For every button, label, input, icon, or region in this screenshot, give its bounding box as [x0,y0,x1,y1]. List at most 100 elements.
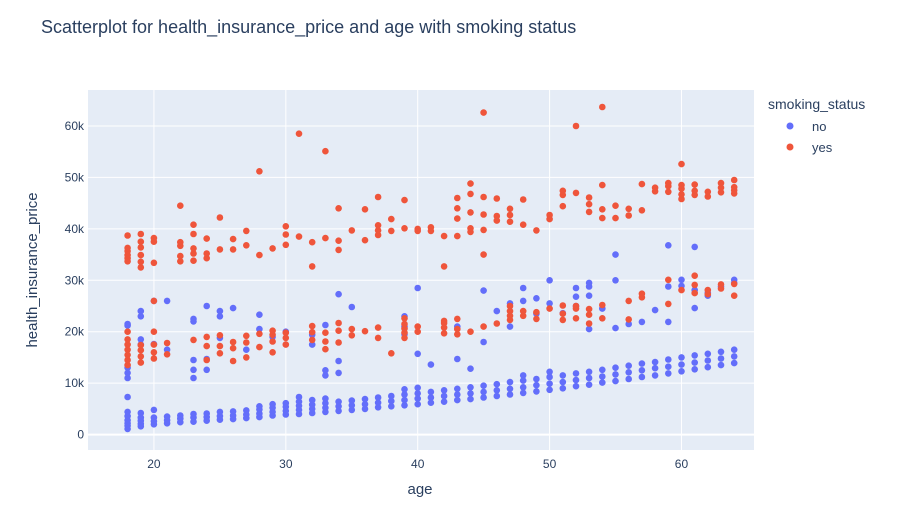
data-point-no [519,284,527,292]
data-point-yes [388,350,395,357]
data-point-yes [506,205,514,213]
data-point-yes [625,212,632,219]
data-point-no [599,379,606,386]
data-point-yes [190,230,197,238]
data-point-no [612,371,619,378]
data-point-yes [559,187,567,195]
data-point-no [322,367,329,374]
data-point-no [163,346,171,354]
data-point-no [124,393,131,401]
data-point-no [427,394,435,401]
data-point-yes [638,180,646,188]
data-point-yes [401,334,408,342]
data-point-yes [599,206,606,213]
data-point-yes [137,346,145,354]
data-point-no [348,303,356,311]
data-point-no [493,380,501,388]
data-point-yes [678,160,685,168]
data-point-yes [150,297,158,305]
data-point-yes [190,245,197,252]
data-point-no [203,366,210,374]
data-point-yes [493,217,501,224]
data-point-no [546,380,553,388]
data-point-yes [124,346,131,354]
data-point-yes [717,281,725,288]
data-point-yes [190,336,197,344]
data-point-no [665,363,672,371]
data-point-no [585,325,593,333]
data-point-no [572,284,580,292]
data-point-yes [651,184,659,191]
data-point-yes [150,355,158,362]
data-point-no [665,318,672,326]
data-point-no [519,377,527,384]
data-point-no [322,399,329,407]
data-point-yes [704,188,712,196]
data-point-yes [612,214,619,222]
data-point-yes [691,272,698,280]
data-point-no [585,279,593,287]
data-point-yes [691,187,698,195]
data-point-yes [414,225,422,233]
data-point-yes [730,183,738,191]
data-point-no [625,362,632,370]
data-point-no [388,397,395,405]
data-point-no [493,387,501,394]
data-point-no [256,325,263,333]
data-point-yes [533,308,540,316]
data-point-yes [150,341,158,348]
data-point-yes [533,315,540,323]
data-point-no [467,365,474,373]
series-no [124,242,738,433]
data-point-yes [440,317,448,325]
data-point-yes [374,231,382,239]
data-point-yes [559,316,567,324]
data-point-no [678,354,685,361]
data-point-no [374,404,382,411]
data-point-yes [203,250,210,257]
data-point-no [124,320,131,328]
data-point-yes [269,349,276,356]
data-point-no [414,350,422,358]
data-point-no [480,382,487,390]
data-point-no [295,393,303,401]
data-point-no [348,406,356,414]
data-point-no [427,399,435,407]
data-point-yes [137,244,145,251]
data-point-yes [190,221,197,228]
data-point-yes [190,250,197,257]
y-axis-ticks: 0 10k 20k 30k 40k 50k 60k [65,119,85,442]
data-point-yes [440,324,448,331]
data-point-no [137,409,145,417]
data-point-yes [256,251,263,259]
data-point-no [651,358,659,366]
data-point-yes [308,336,316,344]
data-point-yes [665,300,672,308]
data-point-yes [730,176,738,184]
data-point-yes [335,246,342,254]
data-point-no [308,341,316,348]
data-point-yes [678,191,685,198]
data-point-yes [519,307,527,315]
data-point-no [269,400,276,408]
data-point-yes [190,257,197,265]
data-point-no [519,372,527,379]
data-point-no [322,395,329,402]
data-point-yes [625,316,632,323]
data-point-no [572,370,580,377]
data-point-yes [203,342,210,350]
data-point-yes [282,329,290,337]
data-point-no [401,396,408,404]
data-point-no [533,381,540,389]
y-tick-label: 60k [65,119,85,133]
legend-marker-yes [786,143,794,151]
data-point-no [665,356,672,363]
data-point-yes [374,222,382,229]
data-point-yes [572,315,580,322]
data-point-no [440,398,448,406]
data-point-no [691,243,698,251]
data-point-no [124,369,131,377]
data-point-yes [480,193,487,201]
data-point-no [190,410,197,418]
data-point-yes [137,258,145,266]
